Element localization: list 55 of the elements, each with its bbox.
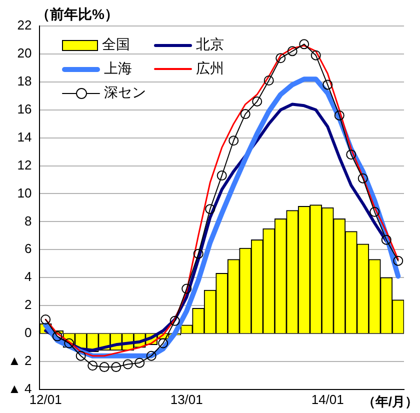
point [216, 170, 227, 181]
point [299, 39, 310, 50]
point [346, 150, 356, 160]
x-tick-label: 14/01 [311, 392, 344, 407]
point [322, 80, 333, 90]
y-tick-label: 22 [17, 18, 32, 33]
legend-label: 広州 [196, 60, 224, 78]
point [240, 109, 250, 120]
x-tick-label: 12/01 [29, 392, 62, 407]
point [99, 362, 110, 372]
point [205, 204, 216, 214]
x-tick-label: 13/01 [170, 392, 203, 407]
x-axis-title: （年/月） [362, 393, 418, 411]
point [276, 53, 286, 64]
legend-label: 全国 [102, 36, 130, 54]
point [252, 96, 262, 106]
y-tick-label: 0 [24, 325, 32, 340]
point [228, 136, 239, 146]
legend-label: 上海 [104, 60, 132, 78]
point [182, 284, 192, 294]
y-tick-label: 4 [24, 269, 32, 284]
point [287, 46, 298, 56]
point [52, 331, 62, 342]
y-tick-label: 12 [17, 157, 32, 172]
point [264, 76, 274, 86]
point [88, 360, 98, 371]
point [393, 256, 404, 266]
y-tick-label: ▲ 2 [8, 353, 32, 368]
point [122, 359, 133, 370]
point [381, 234, 392, 245]
point [134, 358, 145, 368]
point [334, 110, 344, 120]
point [370, 206, 380, 217]
y-tick-label: 18 [17, 73, 32, 88]
y-tick-label: ▲ 4 [8, 380, 32, 396]
point [310, 50, 321, 60]
point [358, 173, 368, 184]
y-tick-label: 14 [17, 129, 32, 144]
point [76, 350, 86, 361]
point [170, 316, 180, 326]
y-tick-label: 16 [17, 101, 32, 116]
point [193, 248, 204, 259]
y-tick-label: 8 [24, 213, 32, 228]
y-tick-label: 10 [17, 185, 32, 200]
point [64, 338, 74, 348]
y-tick-label: 6 [24, 241, 32, 256]
legend-label: 北京 [196, 36, 224, 54]
y-axis-title: （前年比%） [36, 6, 118, 24]
y-tick-label: 20 [17, 46, 32, 61]
point [111, 362, 122, 372]
point [40, 314, 51, 325]
point [158, 338, 168, 348]
legend-label: 深セン [104, 84, 146, 102]
y-tick-label: 2 [24, 297, 32, 312]
point [146, 350, 156, 361]
